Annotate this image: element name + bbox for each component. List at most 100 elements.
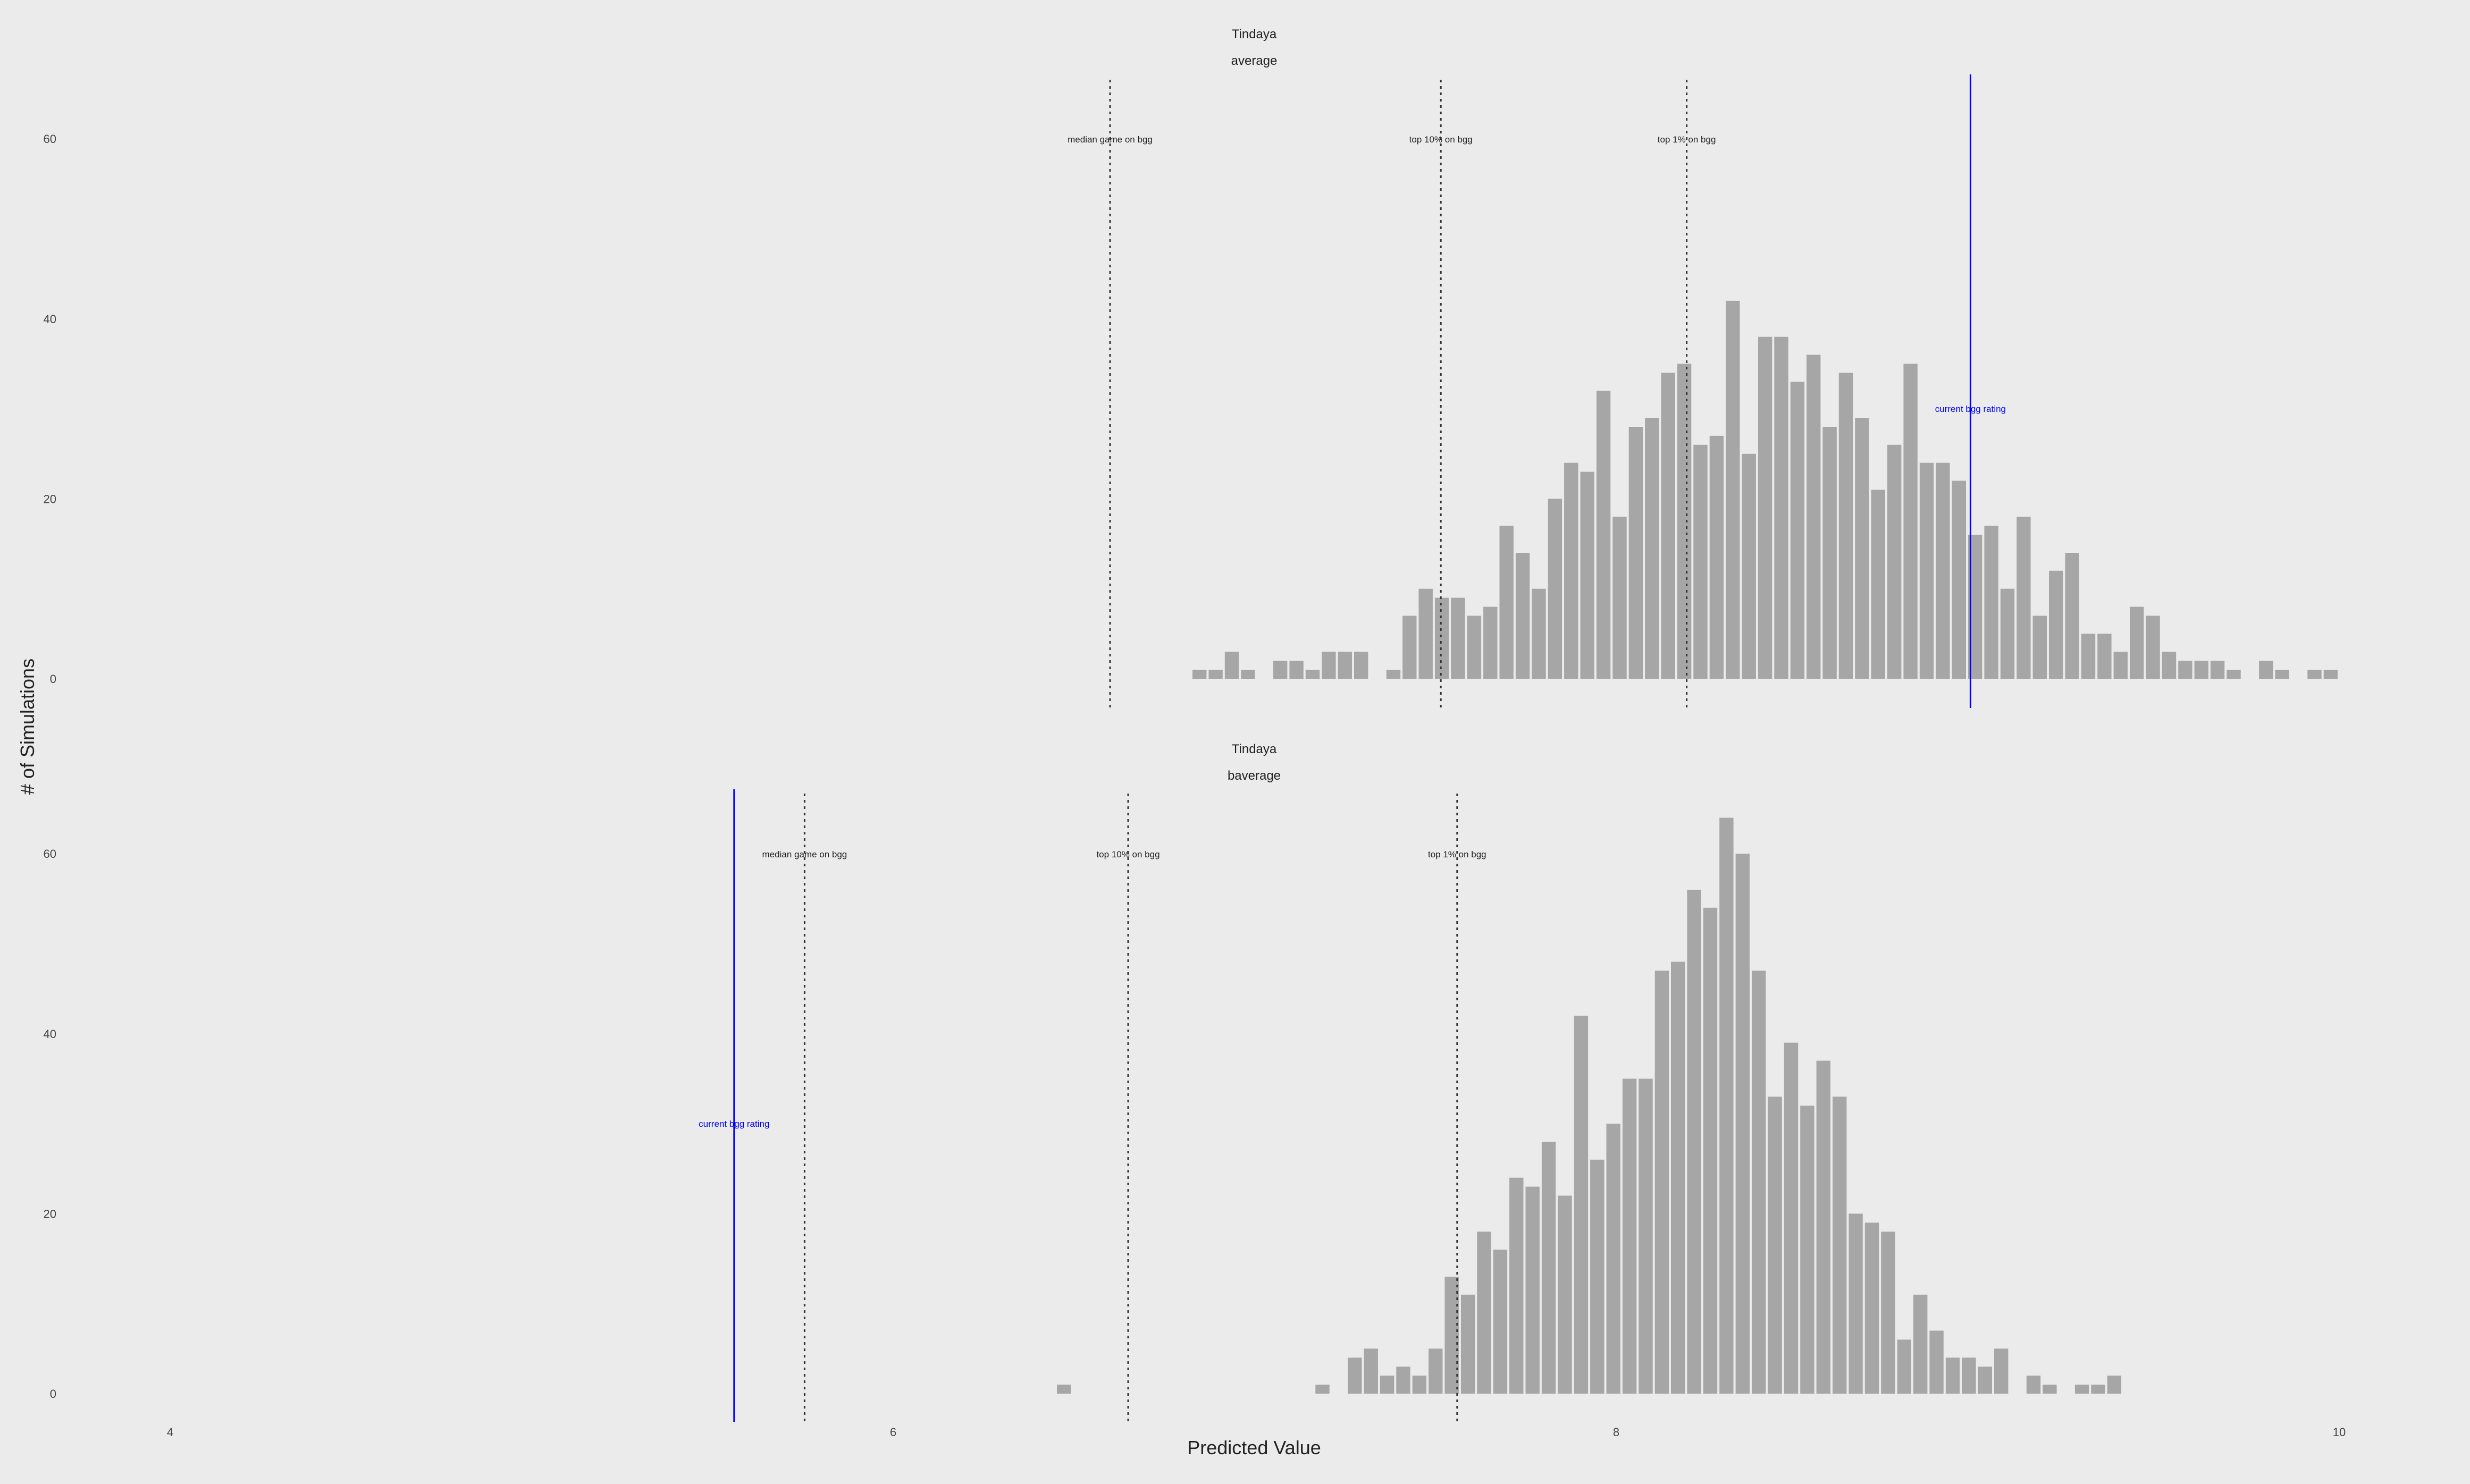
histogram-bar: [2043, 1385, 2057, 1394]
y-tick-label: 0: [50, 672, 56, 686]
histogram-bar: [2323, 670, 2338, 679]
histogram-bar: [1800, 1106, 1814, 1394]
histogram-bar: [1541, 1142, 1556, 1394]
histogram-bar: [1768, 1097, 1782, 1394]
y-tick-label: 20: [44, 492, 56, 505]
histogram-bar: [1903, 364, 1918, 679]
histogram-bar: [1752, 971, 1766, 1394]
histogram-bar: [1897, 1339, 1911, 1394]
histogram-bar: [1451, 597, 1465, 679]
histogram-bar: [1784, 1042, 1799, 1394]
reference-line-label: top 10% on bgg: [1096, 849, 1160, 859]
histogram-bar: [1396, 1367, 1410, 1394]
panel-title: Tindaya: [1232, 742, 1277, 756]
histogram-bar: [2162, 652, 2177, 679]
histogram-bar: [1654, 971, 1669, 1394]
y-tick-label: 60: [44, 132, 56, 146]
histogram-bar: [1612, 517, 1627, 679]
histogram-bar: [1305, 670, 1320, 679]
histogram-bar: [1994, 1348, 2009, 1394]
histogram-bar: [1483, 606, 1498, 679]
histogram-bar: [1564, 462, 1578, 679]
histogram-bar: [2049, 570, 2063, 679]
histogram-bar: [1412, 1376, 1427, 1394]
histogram-bar: [1606, 1124, 1620, 1394]
x-tick-label: 4: [167, 1426, 173, 1439]
histogram-bar: [1315, 1385, 1330, 1394]
histogram-bar: [1936, 462, 1950, 679]
histogram-bar: [1677, 364, 1692, 679]
histogram-bar: [1338, 652, 1352, 679]
histogram-bar: [1807, 355, 1821, 679]
histogram-bar: [2065, 553, 2079, 679]
histogram-bar: [1978, 1367, 1992, 1394]
histogram-bar: [1849, 1213, 1863, 1394]
y-tick-label: 60: [44, 847, 56, 861]
histogram-bar: [1945, 1357, 1960, 1394]
x-tick-label: 6: [890, 1426, 896, 1439]
histogram-bar: [1833, 1097, 1847, 1394]
histogram-bar: [1525, 1186, 1540, 1394]
histogram-bar: [2091, 1385, 2105, 1394]
x-tick-label: 8: [1613, 1426, 1619, 1439]
histogram-bar: [1574, 1015, 1589, 1394]
x-tick-label: 10: [2333, 1426, 2346, 1439]
histogram-bar: [1816, 1060, 1830, 1394]
histogram-bar: [2307, 670, 2322, 679]
histogram-bar: [1467, 615, 1482, 679]
histogram-bar: [1348, 1357, 1362, 1394]
histogram-bar: [1380, 1376, 1394, 1394]
histogram-bar: [2081, 634, 2096, 679]
histogram-bar: [1192, 670, 1207, 679]
histogram-bar: [1838, 373, 1853, 679]
reference-line-label: top 10% on bgg: [1409, 134, 1473, 145]
reference-line-label: median game on bgg: [762, 849, 847, 859]
histogram-bar: [1913, 1294, 1928, 1394]
histogram-bar: [1984, 526, 1998, 679]
histogram-bar: [1224, 652, 1239, 679]
histogram-bar: [1774, 336, 1788, 679]
histogram-bar: [1735, 854, 1750, 1394]
chart-panel-2: Tindaya baverage 0 20 40 60 median game on bgg…: [44, 742, 2122, 1422]
y-tick-label: 40: [44, 313, 56, 326]
histogram-bar: [1402, 615, 1417, 679]
histogram-bar: [1532, 588, 1546, 679]
panel-subtitle: baverage: [1228, 769, 1281, 783]
histogram-bar: [1364, 1348, 1378, 1394]
histogram-bar: [1580, 471, 1594, 679]
y-tick-label: 40: [44, 1027, 56, 1041]
histogram-bar: [1596, 391, 1611, 679]
chart-panel-1: Tindaya average 0 20 40 60 median game on bgg t…: [44, 27, 2338, 708]
histogram-bar: [2074, 1385, 2089, 1394]
histogram-bar: [1515, 553, 1530, 679]
panel-title: Tindaya: [1232, 27, 1277, 41]
histogram-bar: [1661, 373, 1675, 679]
histogram-bar: [1460, 1294, 1475, 1394]
histogram-bar: [1289, 661, 1304, 679]
reference-line-label: top 1% on bgg: [1658, 134, 1716, 145]
current-rating-label: current bgg rating: [699, 1119, 769, 1129]
histogram-bar: [1434, 597, 1449, 679]
histogram-bar: [2130, 606, 2144, 679]
histogram-bar: [2017, 517, 2031, 679]
histogram-bar: [1871, 490, 1885, 679]
histogram-bar: [1622, 1078, 1637, 1394]
histogram-bar: [1693, 444, 1708, 679]
histogram-bar: [1671, 962, 1685, 1394]
histogram-bar: [1418, 588, 1433, 679]
histogram-bar: [2275, 670, 2289, 679]
histogram-bar: [1548, 499, 1562, 679]
histogram-bar: [2259, 661, 2273, 679]
y-tick-label: 20: [44, 1207, 56, 1220]
histogram-bar: [1354, 652, 1368, 679]
histogram-bar: [1726, 300, 1740, 679]
y-tick-label: 0: [50, 1387, 56, 1401]
histogram-bar: [1929, 1330, 1944, 1394]
current-rating-label: current bgg rating: [1935, 404, 2006, 414]
histogram-bar: [1429, 1348, 1443, 1394]
histogram-bar: [1509, 1177, 1524, 1394]
histogram-bar: [2194, 661, 2208, 679]
histogram-bar: [2026, 1376, 2041, 1394]
histogram-bar: [1057, 1385, 1071, 1394]
